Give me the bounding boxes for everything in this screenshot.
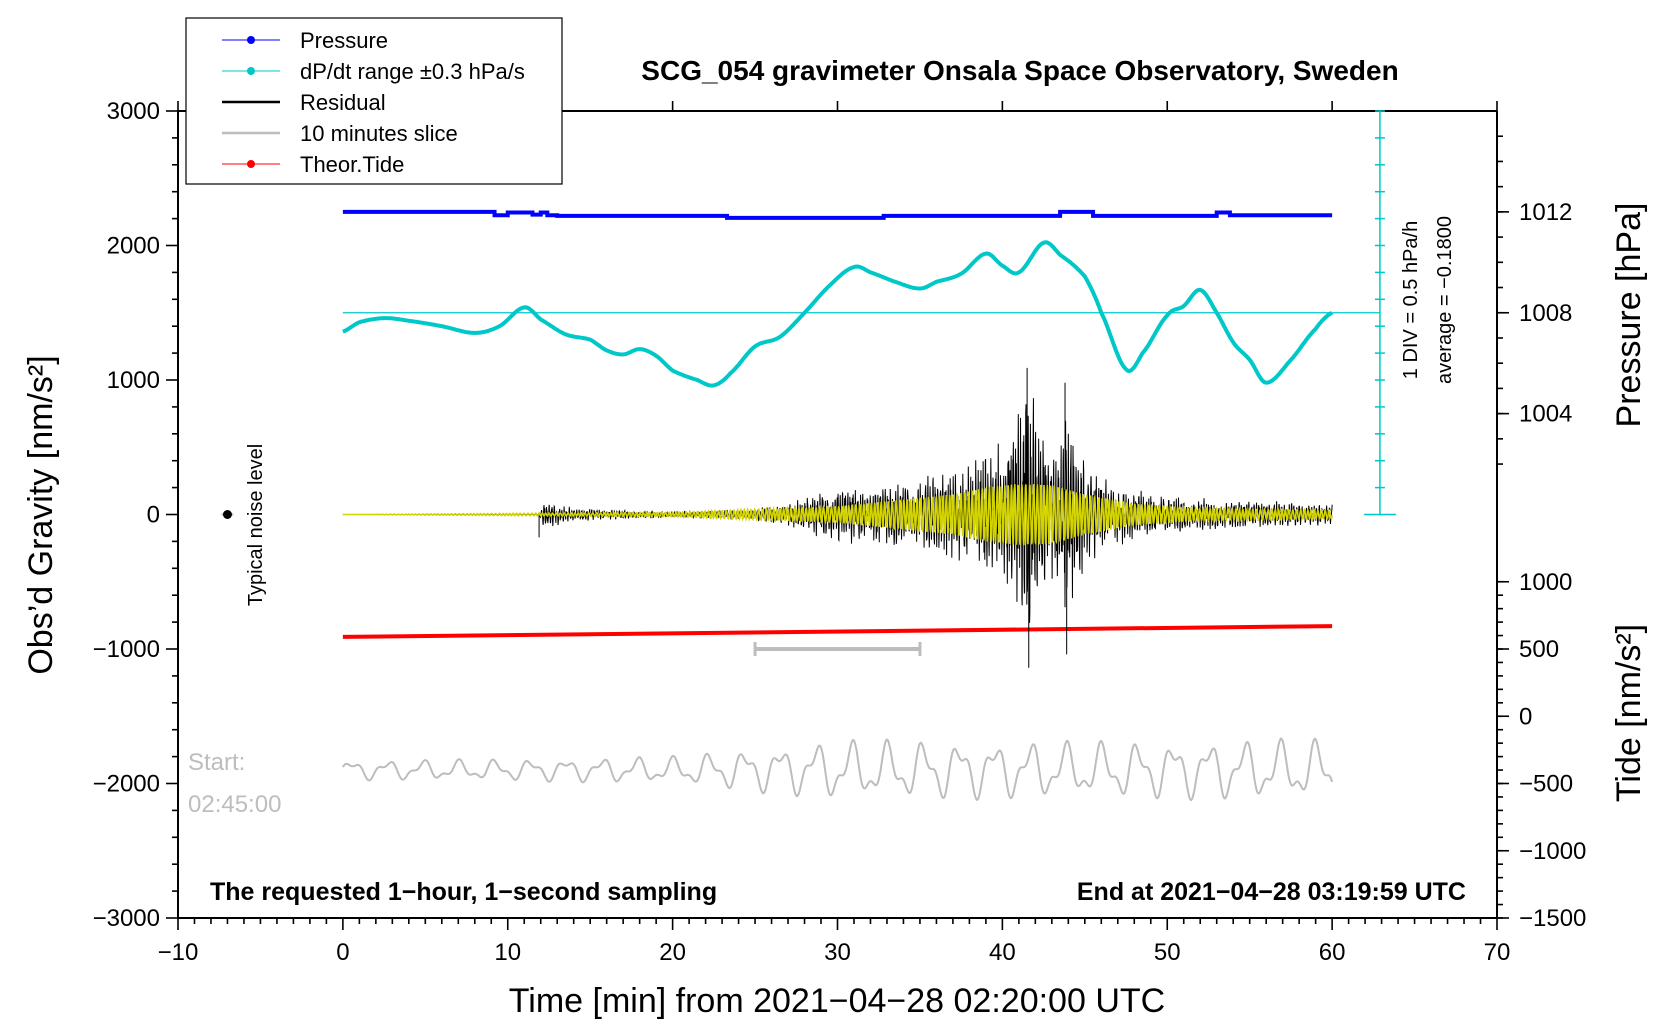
slice-range-marker — [753, 642, 922, 656]
legend-label: Theor.Tide — [300, 152, 404, 177]
pressure-series-line — [342, 209, 1333, 220]
y-axis-left-ticks: 3000 2000 1000 0 −1000 −2000 −3000 — [93, 98, 178, 932]
legend-label: Residual — [300, 90, 386, 115]
legend: Pressure dP/dt range ±0.3 hPa/s Residual 10… — [185, 17, 563, 185]
tide-tick-label: 0 — [1519, 703, 1532, 730]
y-tick-label: −3000 — [93, 905, 160, 932]
x-tick-label: 50 — [1154, 939, 1181, 966]
x-tick-label: 70 — [1484, 939, 1511, 966]
x-tick-label: 30 — [824, 939, 851, 966]
noise-level-point — [221, 510, 234, 519]
tide-tick-label: 1000 — [1519, 569, 1572, 596]
dpdt-series-line — [342, 240, 1334, 388]
y-axis-left-title: Obs’d Gravity [nm/s²] — [22, 355, 60, 674]
noise-dot — [222, 510, 232, 519]
div-label: 1 DIV = 0.5 hPa/h — [1400, 221, 1422, 379]
y-tick-label: −2000 — [93, 771, 160, 798]
pressure-tick-label: 1012 — [1519, 199, 1572, 226]
pressure-tick-label: 1008 — [1519, 300, 1572, 327]
legend-item: dP/dt range ±0.3 hPa/s — [222, 59, 525, 84]
tide-axis-ticks: 1000 500 0 −500 −1000 −1500 — [1497, 569, 1586, 932]
legend-item: 10 minutes slice — [222, 121, 458, 146]
x-tick-label: 20 — [659, 939, 686, 966]
tide-axis-title: Tide [nm/s²] — [1610, 624, 1648, 802]
tide-tick-label: −1000 — [1519, 838, 1586, 865]
legend-item: Theor.Tide — [222, 152, 404, 177]
tide-tick-label: −1500 — [1519, 905, 1586, 932]
chart-title: SCG_054 gravimeter Onsala Space Observat… — [641, 55, 1398, 86]
pressure-tick-label: 1004 — [1519, 401, 1572, 428]
x-tick-label: 0 — [336, 939, 349, 966]
tide-tick-label: 500 — [1519, 636, 1559, 663]
x-tick-label: −10 — [158, 939, 199, 966]
x-tick-label: 40 — [989, 939, 1016, 966]
tide-tick-label: −500 — [1519, 771, 1573, 798]
start-time: 02:45:00 — [188, 791, 281, 818]
legend-swatch-dot — [247, 160, 255, 168]
y-tick-label: 1000 — [107, 367, 160, 394]
x-axis-ticks: −10 0 10 20 30 40 50 60 70 — [158, 101, 1511, 966]
noise-label: Typical noise level — [245, 444, 267, 606]
y-tick-label: 0 — [147, 502, 160, 529]
x-tick-label: 10 — [494, 939, 521, 966]
x-tick-label: 60 — [1319, 939, 1346, 966]
bottom-right-note: End at 2021−04−28 03:19:59 UTC — [1077, 878, 1466, 906]
residual-series-line — [342, 367, 1333, 668]
tide-series-line — [342, 624, 1333, 639]
legend-label: dP/dt range ±0.3 hPa/s — [300, 59, 525, 84]
start-label: Start: — [188, 749, 245, 776]
y-tick-label: 3000 — [107, 98, 160, 125]
average-label: average = −0.1800 — [1434, 216, 1456, 384]
y-tick-label: −1000 — [93, 636, 160, 663]
x-axis-title: Time [min] from 2021−04−28 02:20:00 UTC — [509, 982, 1165, 1020]
legend-item: Residual — [222, 90, 386, 115]
slice-series-line — [342, 737, 1334, 802]
legend-label: 10 minutes slice — [300, 121, 458, 146]
pressure-axis-ticks: 1012 1008 1004 — [1497, 135, 1572, 465]
filtered-series-line — [342, 484, 1333, 547]
legend-swatch-dot — [247, 36, 255, 44]
div-scale — [1363, 110, 1396, 516]
legend-label: Pressure — [300, 28, 388, 53]
legend-swatch-dot — [247, 67, 255, 75]
y-tick-label: 2000 — [107, 233, 160, 260]
legend-item: Pressure — [222, 28, 388, 53]
series-layer — [221, 209, 1380, 802]
pressure-axis-title: Pressure [hPa] — [1610, 203, 1648, 428]
bottom-left-note: The requested 1−hour, 1−second sampling — [210, 878, 717, 906]
